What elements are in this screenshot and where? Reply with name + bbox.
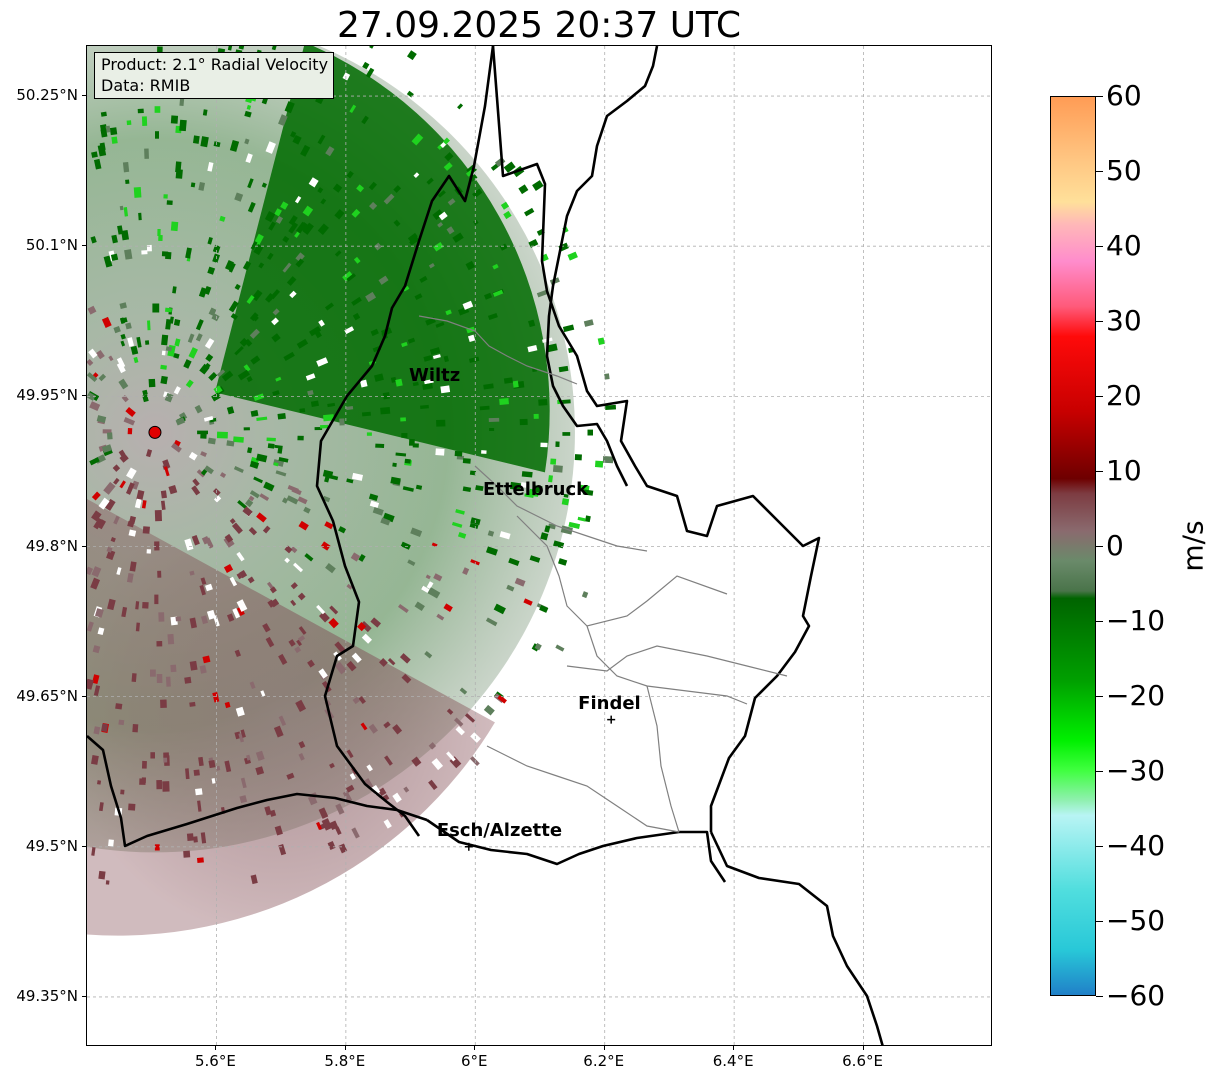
colorbar-tick-label: 50: [1106, 154, 1142, 187]
colorbar-tick-label: 0: [1106, 529, 1124, 562]
map-title: 27.09.2025 20:37 UTC: [336, 5, 742, 46]
lon-tick-label: 6.2°E: [583, 1052, 625, 1070]
colorbar-tick-mark: [1096, 846, 1103, 847]
colorbar-tick-label: 30: [1106, 304, 1142, 337]
country-border-line: [545, 46, 659, 487]
lat-tick-label: 50.25°N: [16, 86, 78, 105]
country-border-line: [491, 46, 821, 832]
lon-tick-mark: [215, 1046, 217, 1050]
lon-tick-mark: [344, 1046, 346, 1050]
lat-tick-mark: [82, 695, 86, 697]
lon-tick-mark: [733, 1046, 735, 1050]
colorbar-tick-mark: [1096, 171, 1103, 172]
lon-tick-label: 6°E: [461, 1052, 488, 1070]
colorbar-tick-label: −40: [1106, 829, 1166, 862]
country-borders: [87, 46, 884, 1045]
map-gridlines: [87, 46, 991, 1045]
lon-tick-mark: [862, 1046, 864, 1050]
lon-tick-label: 5.6°E: [195, 1052, 236, 1070]
colorbar-tick-mark: [1096, 546, 1103, 547]
colorbar-tick-mark: [1096, 396, 1103, 397]
lon-tick-mark: [603, 1046, 605, 1050]
country-border-line: [709, 831, 884, 1045]
colorbar-tick-label: −30: [1106, 754, 1166, 787]
lat-tick-mark: [82, 845, 86, 847]
lat-tick-mark: [82, 995, 86, 997]
colorbar-tick-label: 60: [1106, 79, 1142, 112]
lon-tick-label: 6.4°E: [712, 1052, 754, 1070]
city-label: Ettelbruck: [483, 479, 589, 501]
colorbar-tick-label: 40: [1106, 229, 1142, 262]
canton-border-line: [486, 745, 680, 833]
lat-tick-label: 49.95°N: [16, 386, 78, 405]
city-label: Esch/Alzette: [436, 819, 563, 841]
lon-tick-mark: [474, 1046, 476, 1050]
product-info-box: Product: 2.1° Radial Velocity Data: RMIB: [94, 52, 335, 99]
canton-border-line: [474, 465, 648, 552]
lat-tick-label: 49.5°N: [25, 836, 78, 855]
echo-outbound-sector: [87, 498, 495, 936]
colorbar-tick-label: −60: [1106, 979, 1166, 1012]
lat-tick-label: 50.1°N: [25, 236, 78, 255]
country-border-line: [315, 46, 495, 837]
radar-map-canvas: [87, 46, 991, 1045]
map-markers: [148, 425, 616, 851]
lat-tick-mark: [82, 245, 86, 247]
lon-tick-label: 5.8°E: [324, 1052, 366, 1070]
lat-tick-mark: [82, 95, 86, 97]
canton-border-line: [566, 645, 788, 677]
colorbar-tick-mark: [1096, 996, 1103, 997]
echo-inbound-sector: [214, 46, 550, 473]
canton-border-line: [646, 685, 680, 833]
canton-border-line: [418, 315, 578, 385]
colorbar-tick-label: 10: [1106, 454, 1142, 487]
product-label: Product: 2.1° Radial Velocity: [101, 55, 329, 74]
data-source-label: Data: RMIB: [101, 76, 191, 95]
city-label: Findel: [578, 692, 641, 714]
country-border-line: [426, 818, 727, 883]
city-marker: [607, 715, 616, 724]
country-border-line: [87, 735, 428, 848]
lat-tick-label: 49.65°N: [16, 686, 78, 705]
lat-tick-label: 49.8°N: [25, 536, 78, 555]
velocity-colorbar: [1050, 96, 1096, 996]
colorbar-tick-mark: [1096, 771, 1103, 772]
colorbar-tick-mark: [1096, 246, 1103, 247]
city-marker: [464, 842, 473, 851]
colorbar-tick-label: −10: [1106, 604, 1166, 637]
colorbar-tick-mark: [1096, 321, 1103, 322]
colorbar-tick-mark: [1096, 921, 1103, 922]
colorbar-tick-mark: [1096, 696, 1103, 697]
lon-tick-label: 6.6°E: [842, 1052, 883, 1070]
colorbar-unit-label: m/s: [1176, 520, 1207, 572]
radar-echo-layer: [87, 46, 617, 936]
colorbar-tick-label: 20: [1106, 379, 1142, 412]
lat-tick-mark: [82, 395, 86, 397]
colorbar-tick-mark: [1096, 621, 1103, 622]
city-label: Wiltz: [408, 365, 461, 387]
colorbar-tick-label: −20: [1106, 679, 1166, 712]
radar-map[interactable]: [86, 45, 992, 1046]
lat-tick-mark: [82, 545, 86, 547]
radar-site-marker: [148, 425, 162, 439]
lat-tick-label: 49.35°N: [16, 986, 78, 1005]
colorbar-tick-mark: [1096, 96, 1103, 97]
colorbar-tick-mark: [1096, 471, 1103, 472]
colorbar-tick-label: −50: [1106, 904, 1166, 937]
